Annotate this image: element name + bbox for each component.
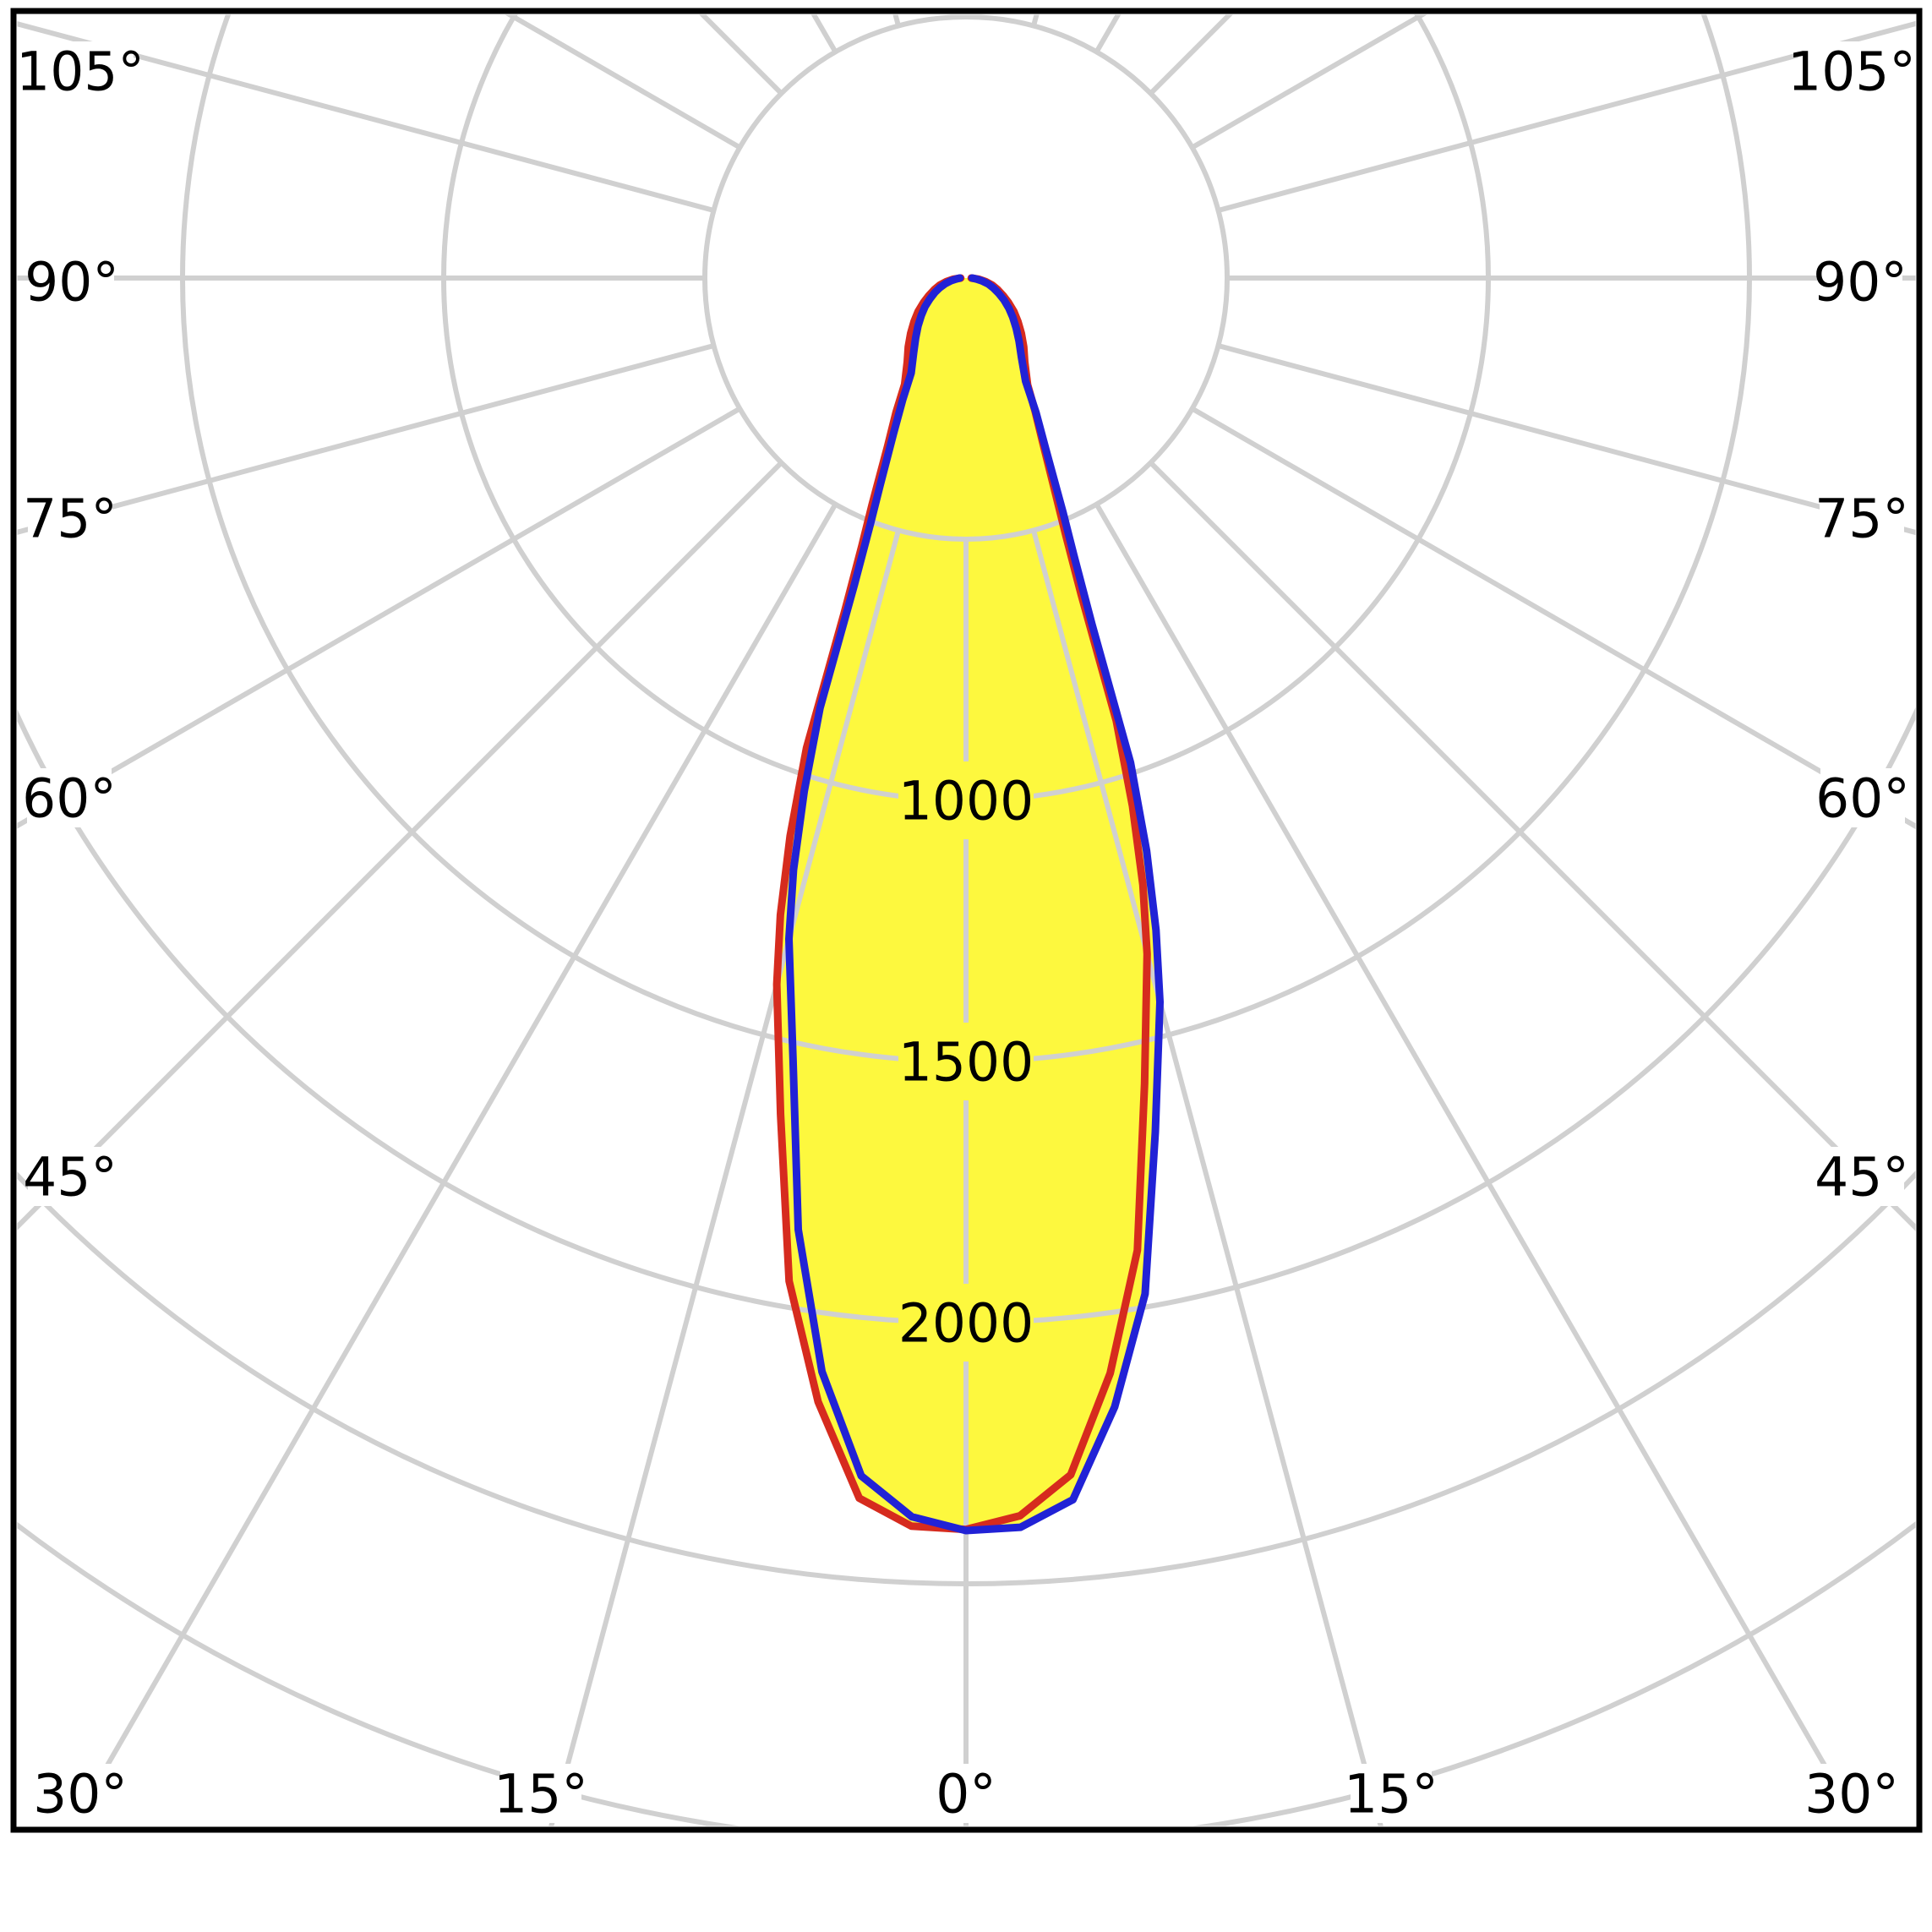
grid-radial-line bbox=[1191, 14, 1427, 150]
angle-tick-label: 15° bbox=[1344, 1764, 1438, 1826]
grid-radial-line bbox=[505, 14, 741, 150]
grid-radial-line bbox=[17, 461, 783, 1231]
angle-tick-label: 45° bbox=[1815, 1147, 1909, 1209]
angle-tick-label: 45° bbox=[23, 1147, 117, 1209]
grid-radial-line bbox=[101, 503, 838, 1772]
ring-value-label: 1500 bbox=[898, 1032, 1034, 1094]
grid-radial-line bbox=[1217, 20, 1916, 213]
grid-radial-line bbox=[17, 343, 715, 535]
angle-tick-label: 90° bbox=[1813, 252, 1907, 314]
grid-radial-line bbox=[1149, 461, 1916, 1231]
grid-radial-line bbox=[548, 529, 901, 1826]
grid-labels: 105° 90° 75° 60° 45° 30° 15° 0° 15° 30° 45° 60° 75° 9… bbox=[16, 41, 1916, 1826]
grid-radial-line bbox=[1217, 343, 1916, 536]
angle-tick-label: 30° bbox=[1804, 1764, 1899, 1826]
grid-radial-line bbox=[17, 21, 715, 213]
angle-tick-label: 75° bbox=[23, 488, 117, 550]
angle-tick-label: 105° bbox=[16, 41, 145, 103]
blue-intensity-curve bbox=[785, 274, 1164, 1535]
angle-tick-label: 60° bbox=[22, 768, 117, 830]
angle-tick-label: 105° bbox=[1787, 41, 1916, 103]
ring-value-label: 1000 bbox=[898, 771, 1034, 832]
angle-tick-label: 90° bbox=[25, 252, 119, 314]
grid-radial-line bbox=[17, 406, 741, 829]
ring-value-label: 2000 bbox=[898, 1293, 1034, 1355]
angle-tick-label: 60° bbox=[1815, 768, 1910, 830]
angle-tick-label: 30° bbox=[33, 1764, 128, 1826]
grid-radial-line bbox=[1031, 529, 1384, 1826]
chart-frame bbox=[10, 8, 1923, 1833]
grid-radial-line bbox=[1191, 406, 1916, 830]
angle-tick-label: 75° bbox=[1815, 488, 1909, 550]
angle-tick-label: 0° bbox=[936, 1764, 996, 1826]
grid-radial-line bbox=[1094, 503, 1831, 1772]
angle-tick-label: 15° bbox=[494, 1764, 588, 1826]
